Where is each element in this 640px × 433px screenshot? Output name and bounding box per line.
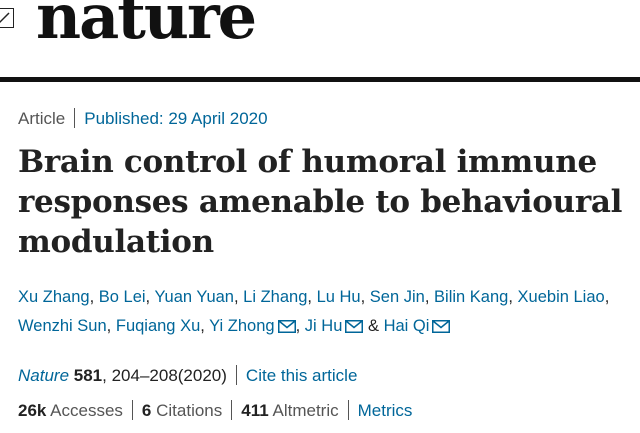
envelope-icon[interactable] bbox=[345, 320, 364, 333]
author-link[interactable]: Sen Jin bbox=[369, 288, 425, 306]
author-list: Xu Zhang, Bo Lei, Yuan Yuan, Li Zhang, L… bbox=[18, 283, 640, 341]
metrics-divider bbox=[347, 400, 349, 420]
citations-count: 6 bbox=[141, 401, 152, 420]
metrics-divider bbox=[131, 400, 133, 420]
metrics-divider bbox=[231, 400, 233, 420]
metrics-link[interactable]: Metrics bbox=[357, 401, 413, 420]
header-divider bbox=[0, 77, 640, 82]
author-link[interactable]: Yi Zhong bbox=[209, 317, 275, 335]
author-link[interactable]: Xuebin Liao bbox=[517, 288, 605, 306]
metrics-bar: 26k Accesses 6 Citations 411 Altmetric Metr… bbox=[18, 399, 412, 423]
published-date-link[interactable]: Published: 29 April 2020 bbox=[84, 109, 268, 128]
author-link[interactable]: Lu Hu bbox=[316, 288, 361, 306]
altmetric-count: 411 bbox=[241, 401, 269, 420]
nature-logo[interactable]: nature bbox=[36, 0, 257, 53]
citation-line: Nature 581, 204–208(2020) Cite this artic… bbox=[18, 364, 357, 388]
author-link[interactable]: Bilin Kang bbox=[434, 288, 509, 306]
article-title: Brain control of humoral immune response… bbox=[18, 144, 623, 260]
citation-divider bbox=[235, 365, 237, 385]
back-box-icon[interactable] bbox=[0, 8, 14, 28]
article-meta: Article Published: 29 April 2020 bbox=[18, 108, 268, 130]
cite-article-link[interactable]: Cite this article bbox=[245, 366, 358, 385]
citations-label: Citations bbox=[156, 401, 223, 420]
altmetric-label: Altmetric bbox=[272, 401, 339, 420]
author-line-2: Wenzhi Sun, Fuqiang Xu, Yi Zhong, Ji Hu … bbox=[18, 312, 640, 341]
author-link[interactable]: Ji Hu bbox=[304, 317, 343, 335]
author-link[interactable]: Wenzhi Sun bbox=[18, 317, 107, 335]
journal-name[interactable]: Nature bbox=[18, 366, 70, 385]
author-link[interactable]: Xu Zhang bbox=[18, 288, 90, 306]
author-ampersand: & bbox=[367, 317, 379, 335]
author-link[interactable]: Yuan Yuan bbox=[154, 288, 234, 306]
site-header: nature bbox=[0, 0, 640, 78]
page-range: , 204–208(2020) bbox=[102, 366, 227, 385]
volume-number: 581 bbox=[73, 366, 103, 385]
author-link[interactable]: Li Zhang bbox=[243, 288, 308, 306]
accesses-count: 26k bbox=[18, 401, 47, 420]
author-link[interactable]: Bo Lei bbox=[98, 288, 146, 306]
meta-divider bbox=[74, 108, 76, 128]
article-type: Article bbox=[18, 109, 66, 128]
author-link[interactable]: Fuqiang Xu bbox=[115, 317, 201, 335]
author-link[interactable]: Hai Qi bbox=[383, 317, 430, 335]
envelope-icon[interactable] bbox=[432, 320, 451, 333]
accesses-label: Accesses bbox=[50, 401, 123, 420]
envelope-icon[interactable] bbox=[277, 320, 296, 333]
author-line-1: Xu Zhang, Bo Lei, Yuan Yuan, Li Zhang, L… bbox=[18, 288, 610, 306]
